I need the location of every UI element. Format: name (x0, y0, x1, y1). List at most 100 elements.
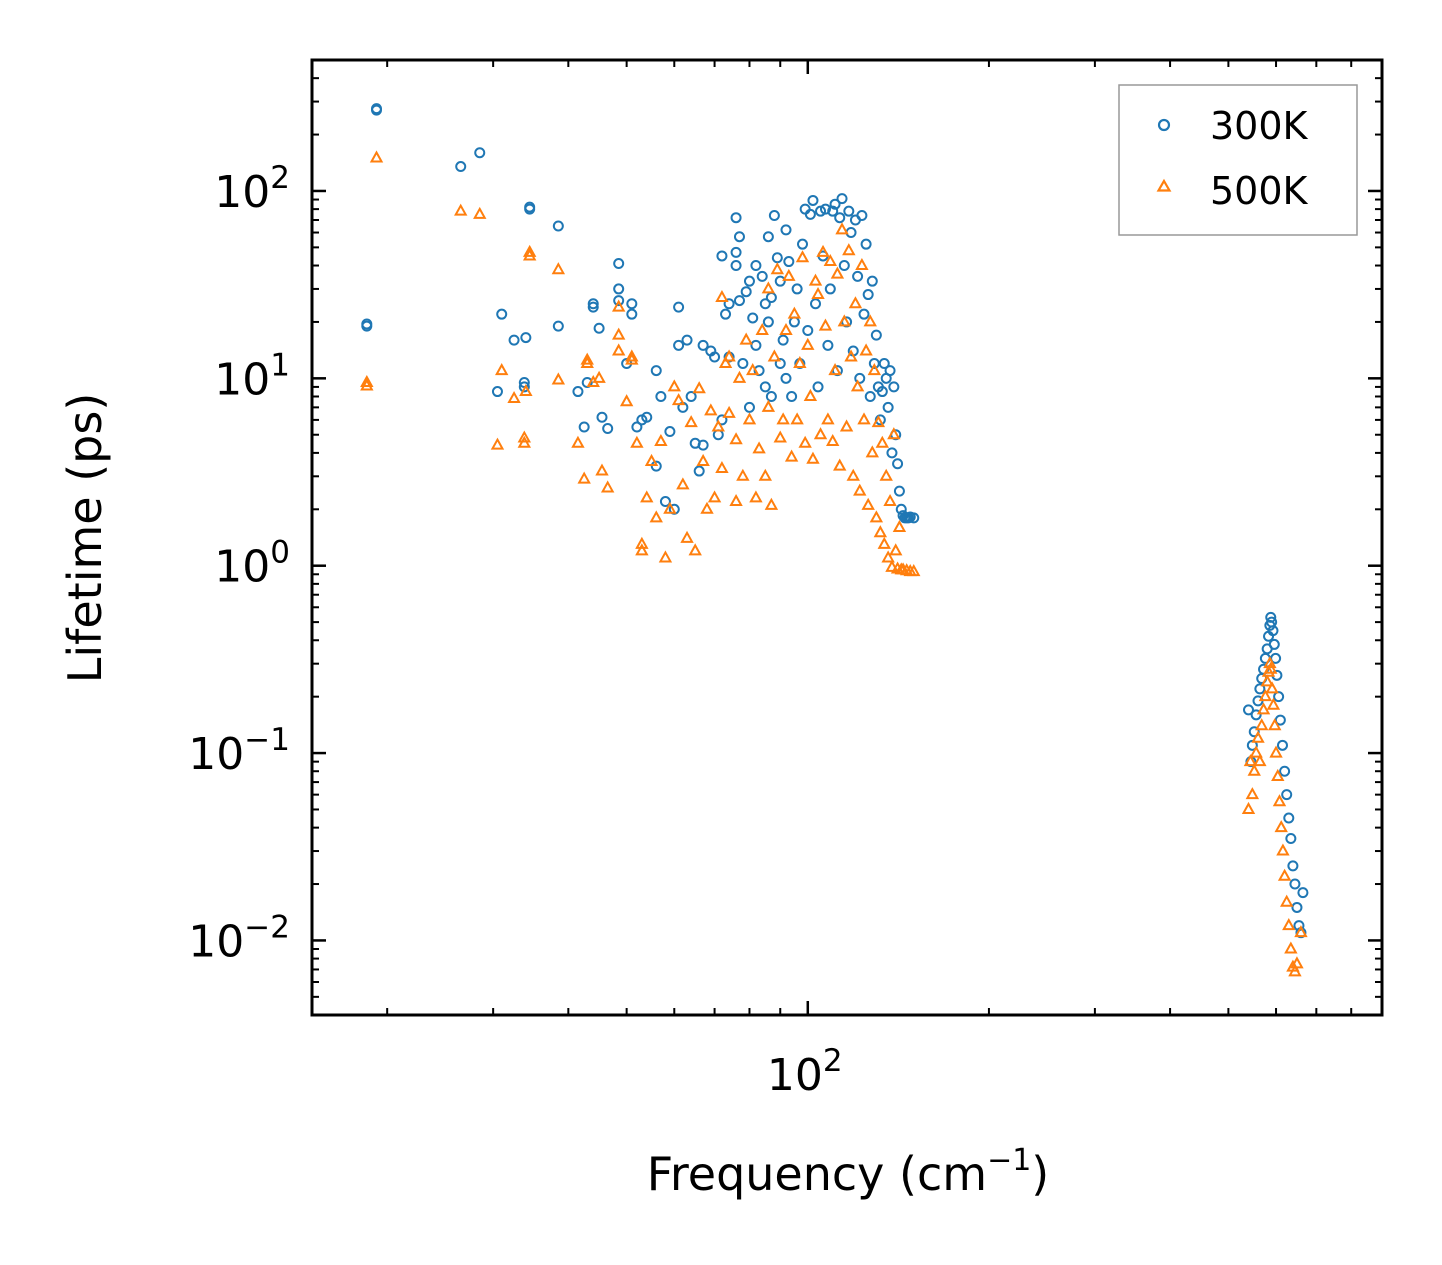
data-point (802, 325, 814, 337)
data-point (696, 453, 710, 466)
data-point (749, 490, 763, 503)
data-point (776, 412, 790, 425)
data-point (1283, 812, 1295, 824)
data-point (881, 550, 895, 563)
data-point (1268, 638, 1280, 650)
data-point (746, 363, 760, 376)
data-point (770, 262, 785, 275)
data-point (887, 427, 901, 440)
data-point (752, 441, 766, 454)
y-tick-label: 102 (214, 160, 290, 218)
data-point (635, 543, 649, 556)
data-point (819, 203, 831, 215)
major-ticks (312, 60, 1382, 1015)
data-point (818, 318, 833, 331)
data-point (750, 260, 762, 272)
data-point (1276, 843, 1290, 856)
data-point (1284, 941, 1298, 954)
data-point (520, 332, 532, 344)
data-point (884, 365, 896, 377)
data-points (360, 103, 1309, 977)
data-point (801, 337, 815, 350)
data-point (593, 322, 605, 334)
data-point (361, 320, 373, 332)
data-point (733, 231, 745, 243)
data-point (740, 286, 752, 298)
y-axis-title: Lifetime (ps) (58, 393, 112, 684)
data-point (827, 205, 839, 217)
data-point (876, 386, 888, 398)
data-point (650, 460, 662, 472)
data-point (641, 411, 653, 423)
data-point (858, 308, 870, 320)
data-point (496, 308, 508, 320)
data-point (730, 246, 742, 258)
data-point (795, 250, 810, 263)
data-point (1268, 718, 1282, 731)
data-point (855, 257, 869, 271)
data-point (846, 468, 860, 481)
data-point (1264, 661, 1278, 674)
data-point (1256, 702, 1271, 715)
series-500K (360, 150, 1308, 977)
data-point (1258, 689, 1273, 702)
data-point (828, 363, 842, 376)
data-point (861, 497, 875, 510)
data-point (742, 412, 757, 425)
data-point (709, 351, 721, 363)
data-point (587, 298, 599, 310)
data-point (517, 430, 532, 443)
data-point (860, 238, 872, 250)
data-point (877, 536, 891, 549)
data-point (720, 308, 732, 320)
data-point (892, 458, 904, 470)
data-point (848, 296, 863, 309)
data-point (718, 355, 733, 368)
data-point (730, 260, 742, 272)
data-point (613, 283, 625, 295)
data-point (850, 379, 865, 392)
data-point (680, 530, 694, 543)
data-point (507, 390, 521, 404)
data-point (1291, 901, 1303, 913)
data-point (768, 209, 780, 221)
data-point (756, 270, 768, 282)
data-point (813, 427, 828, 440)
data-point (551, 262, 566, 275)
data-point (592, 370, 606, 383)
data-point (522, 248, 537, 261)
data-point (631, 421, 643, 433)
data-point (1245, 787, 1260, 800)
data-point (852, 270, 864, 282)
data-point (1249, 745, 1263, 758)
data-point (723, 298, 735, 310)
data-point (825, 433, 840, 447)
data-point (644, 453, 659, 466)
data-point (650, 365, 662, 377)
data-point (730, 212, 742, 224)
data-point (611, 327, 626, 340)
data-point (580, 355, 594, 368)
data-point (1272, 794, 1287, 807)
data-point (722, 405, 736, 418)
data-point (1265, 681, 1279, 694)
data-point (743, 401, 755, 413)
data-point (1276, 739, 1288, 751)
data-point (808, 273, 823, 286)
data-point (839, 419, 854, 432)
data-point (886, 447, 898, 459)
data-point (572, 386, 584, 398)
data-point (793, 355, 807, 368)
data-point (810, 298, 822, 310)
data-point (1243, 754, 1258, 767)
data-point (707, 490, 722, 503)
data-point (857, 412, 871, 425)
data-point (869, 510, 884, 523)
data-point (1260, 674, 1274, 687)
y-tick-label: 10−2 (188, 909, 290, 967)
data-point (552, 320, 564, 332)
data-point (659, 496, 671, 508)
data-point (812, 381, 824, 393)
data-point (856, 209, 868, 221)
data-point (552, 220, 564, 232)
